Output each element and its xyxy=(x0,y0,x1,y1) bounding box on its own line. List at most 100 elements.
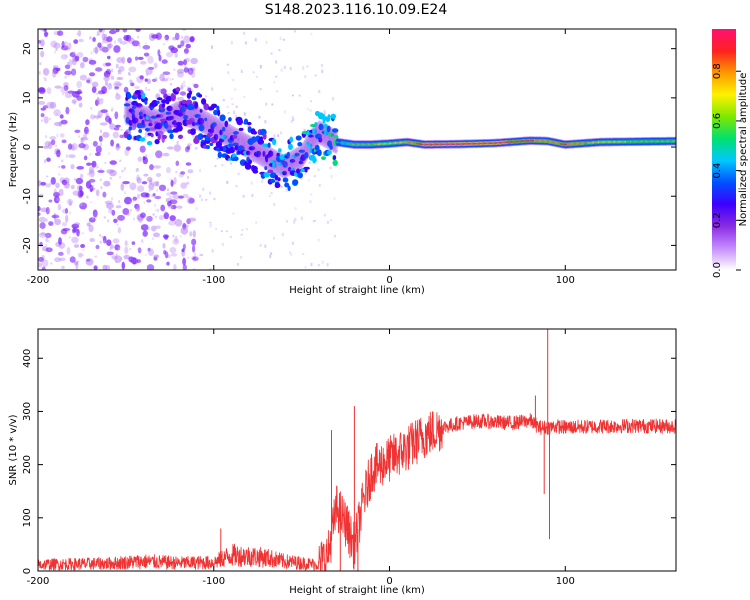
ridge-cell xyxy=(297,142,303,147)
noise-stripe xyxy=(280,68,283,72)
noise-stripe xyxy=(81,232,84,235)
noise-blob xyxy=(109,169,117,177)
noise-stripe xyxy=(242,195,245,198)
noise-stripe xyxy=(317,238,320,242)
noise-blob xyxy=(78,143,86,149)
ridge-cell xyxy=(216,105,220,111)
noise-blob xyxy=(44,31,48,38)
x-tick-label: 100 xyxy=(556,275,575,286)
noise-stripe xyxy=(54,152,57,155)
noise-blob xyxy=(49,136,57,140)
ridge-cell xyxy=(277,177,281,182)
noise-blob xyxy=(88,166,94,174)
noise-stripe xyxy=(194,252,196,256)
noise-blob xyxy=(73,260,79,266)
noise-stripe xyxy=(330,174,333,179)
noise-blob xyxy=(45,247,53,253)
noise-stripe xyxy=(146,73,149,76)
ridge-cell xyxy=(263,172,270,178)
noise-stripe xyxy=(265,41,268,44)
noise-stripe xyxy=(115,92,118,96)
noise-stripe xyxy=(151,194,154,198)
noise-blob xyxy=(137,156,142,162)
noise-stripe xyxy=(61,159,64,163)
noise-stripe xyxy=(213,197,216,201)
noise-stripe xyxy=(100,186,103,190)
ridge-cell xyxy=(332,155,337,161)
noise-stripe xyxy=(120,256,123,261)
noise-blob xyxy=(177,195,184,199)
noise-blob xyxy=(154,195,162,200)
noise-blob xyxy=(170,47,178,54)
ridge-halo xyxy=(149,107,154,133)
noise-blob xyxy=(80,173,84,179)
noise-blob xyxy=(91,86,97,93)
noise-stripe xyxy=(281,232,284,237)
noise-blob xyxy=(158,215,165,221)
noise-blob xyxy=(48,221,54,227)
noise-blob xyxy=(103,180,111,187)
noise-stripe xyxy=(192,83,195,86)
ridge-halo xyxy=(257,140,263,166)
ridge-cell xyxy=(203,103,210,111)
noise-blob xyxy=(173,144,181,152)
noise-stripe xyxy=(137,36,140,39)
noise-blob xyxy=(125,146,131,151)
noise-stripe xyxy=(124,86,127,90)
noise-blob xyxy=(155,225,161,229)
ridge-cell xyxy=(213,109,219,116)
noise-blob xyxy=(38,206,41,212)
ridge-cell xyxy=(297,172,304,179)
noise-blob xyxy=(146,264,155,270)
noise-blob xyxy=(176,68,185,74)
noise-blob xyxy=(86,77,92,85)
ridge-cell xyxy=(312,128,318,135)
noise-stripe xyxy=(54,50,56,54)
noise-stripe xyxy=(192,268,195,270)
noise-blob xyxy=(179,91,187,96)
noise-stripe xyxy=(209,268,212,270)
ridge-halo xyxy=(201,109,206,135)
ridge-cell xyxy=(164,122,169,129)
ridge-cell xyxy=(248,159,253,165)
noise-stripe xyxy=(64,75,67,79)
noise-stripe xyxy=(199,168,201,172)
noise-stripe xyxy=(270,52,273,55)
noise-stripe xyxy=(155,77,158,80)
noise-blob xyxy=(188,197,195,204)
ridge-cell xyxy=(332,159,338,166)
noise-stripe xyxy=(243,31,246,35)
noise-stripe xyxy=(133,217,135,221)
noise-stripe xyxy=(88,220,91,224)
ridge-cell xyxy=(183,115,189,120)
noise-blob xyxy=(139,145,146,153)
noise-stripe xyxy=(99,240,102,244)
noise-stripe xyxy=(286,220,288,223)
ridge-cell xyxy=(278,162,282,166)
noise-stripe xyxy=(143,201,146,205)
noise-stripe xyxy=(118,246,121,250)
noise-stripe xyxy=(272,237,275,240)
noise-blob xyxy=(113,127,120,131)
noise-stripe xyxy=(329,219,332,221)
noise-stripe xyxy=(116,223,119,226)
noise-blob xyxy=(116,143,120,148)
noise-blob xyxy=(40,181,47,186)
ridge-cell xyxy=(175,87,181,92)
noise-blob xyxy=(40,107,46,111)
noise-stripe xyxy=(292,94,294,97)
noise-stripe xyxy=(202,123,205,126)
noise-blob xyxy=(155,150,163,159)
noise-stripe xyxy=(221,164,224,167)
noise-stripe xyxy=(110,208,113,211)
noise-blob xyxy=(158,54,162,62)
noise-blob xyxy=(76,52,84,58)
ridge-cell xyxy=(128,119,133,126)
noise-blob xyxy=(58,237,62,245)
noise-blob xyxy=(101,46,109,53)
noise-blob xyxy=(63,41,69,48)
noise-blob xyxy=(180,226,189,235)
noise-blob xyxy=(136,177,142,184)
noise-blob xyxy=(173,177,177,185)
